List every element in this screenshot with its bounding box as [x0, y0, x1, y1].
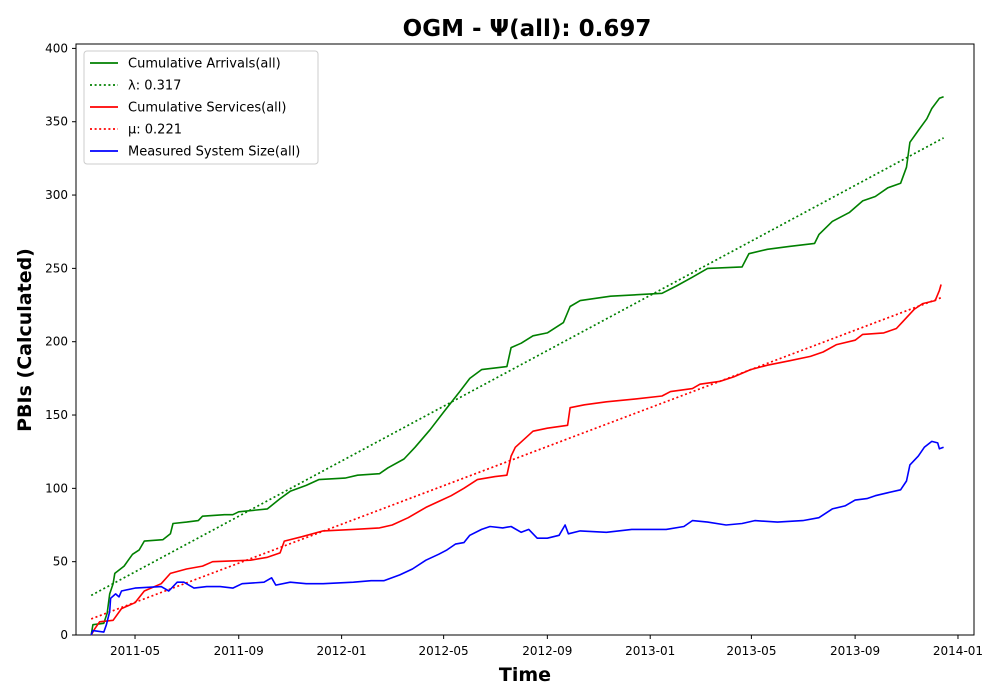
- x-tick-label: 2012-09: [522, 644, 572, 658]
- legend-label-3: μ: 0.221: [128, 123, 182, 138]
- x-tick-label: 2013-01: [625, 644, 675, 658]
- legend-label-2: Cumulative Services(all): [128, 101, 286, 116]
- legend-label-4: Measured System Size(all): [128, 145, 300, 160]
- x-tick-label: 2011-09: [214, 644, 264, 658]
- x-axis-title: Time: [499, 664, 551, 686]
- x-tick-label: 2011-05: [110, 644, 160, 658]
- legend-frame: [83, 50, 319, 165]
- series-layer: [90, 96, 945, 636]
- y-tick-label: 250: [45, 261, 68, 275]
- series-line-1: [90, 137, 945, 597]
- x-tick-label: 2012-05: [419, 644, 469, 658]
- series-line-2: [90, 284, 942, 636]
- y-tick-label: 350: [45, 115, 68, 129]
- y-tick-label: 100: [45, 481, 68, 495]
- x-tick-label: 2013-05: [726, 644, 776, 658]
- y-tick-label: 150: [45, 408, 68, 422]
- x-axis: 2011-05 2011-09 2012-01 2012-05 2012-09 2013-…: [110, 635, 983, 658]
- legend-label-1: λ: 0.317: [128, 79, 181, 94]
- x-tick-label: 2012-01: [317, 644, 367, 658]
- y-tick-label: 0: [60, 628, 68, 642]
- legend-label-0: Cumulative Arrivals(all): [128, 57, 281, 72]
- x-tick-label: 2014-01: [933, 644, 983, 658]
- y-tick-label: 400: [45, 41, 68, 55]
- y-tick-label: 50: [53, 555, 68, 569]
- y-axis-title: PBIs (Calculated): [14, 248, 36, 432]
- series-line-0: [90, 96, 944, 636]
- legend: Cumulative Arrivals(all) λ: 0.317 Cumulati…: [83, 50, 319, 165]
- x-tick-label: 2013-09: [830, 644, 880, 658]
- y-tick-label: 200: [45, 335, 68, 349]
- y-tick-label: 300: [45, 188, 68, 202]
- y-axis: 0 50 100 150 200 250 300 350 400: [45, 41, 76, 642]
- series-line-4: [90, 440, 944, 636]
- chart-title: OGM - Ψ(all): 0.697: [403, 16, 652, 42]
